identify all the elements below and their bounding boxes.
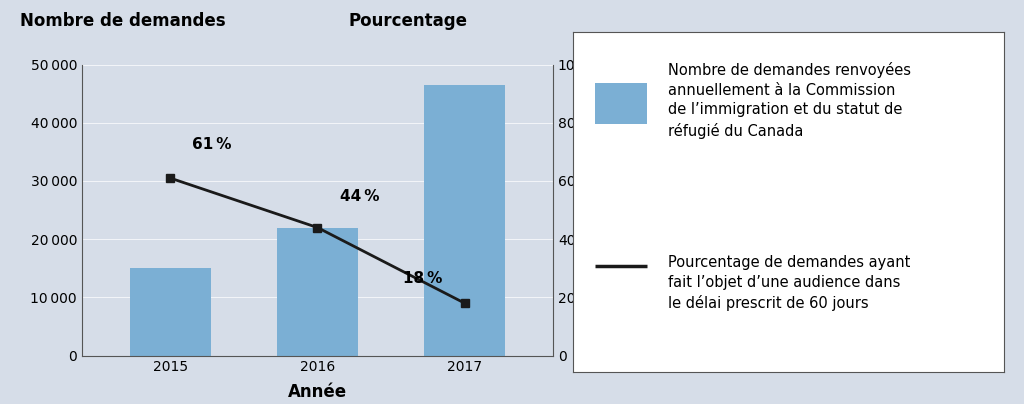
Bar: [130, 268, 211, 356]
FancyBboxPatch shape: [595, 83, 646, 124]
Bar: [276, 227, 358, 356]
Text: 18 %: 18 %: [403, 271, 442, 286]
Text: Nombre de demandes: Nombre de demandes: [20, 12, 226, 30]
Bar: [424, 85, 505, 356]
Text: 44 %: 44 %: [340, 189, 379, 204]
X-axis label: Année: Année: [288, 383, 347, 401]
Text: Pourcentage de demandes ayant
fait l’objet d’une audience dans
le délai prescrit: Pourcentage de demandes ayant fait l’obj…: [668, 255, 910, 311]
Text: Nombre de demandes renvoyées
annuellement à la Commission
de l’immigration et du: Nombre de demandes renvoyées annuellemen…: [668, 62, 911, 139]
Text: 61 %: 61 %: [193, 137, 231, 152]
Text: Pourcentage: Pourcentage: [348, 12, 467, 30]
